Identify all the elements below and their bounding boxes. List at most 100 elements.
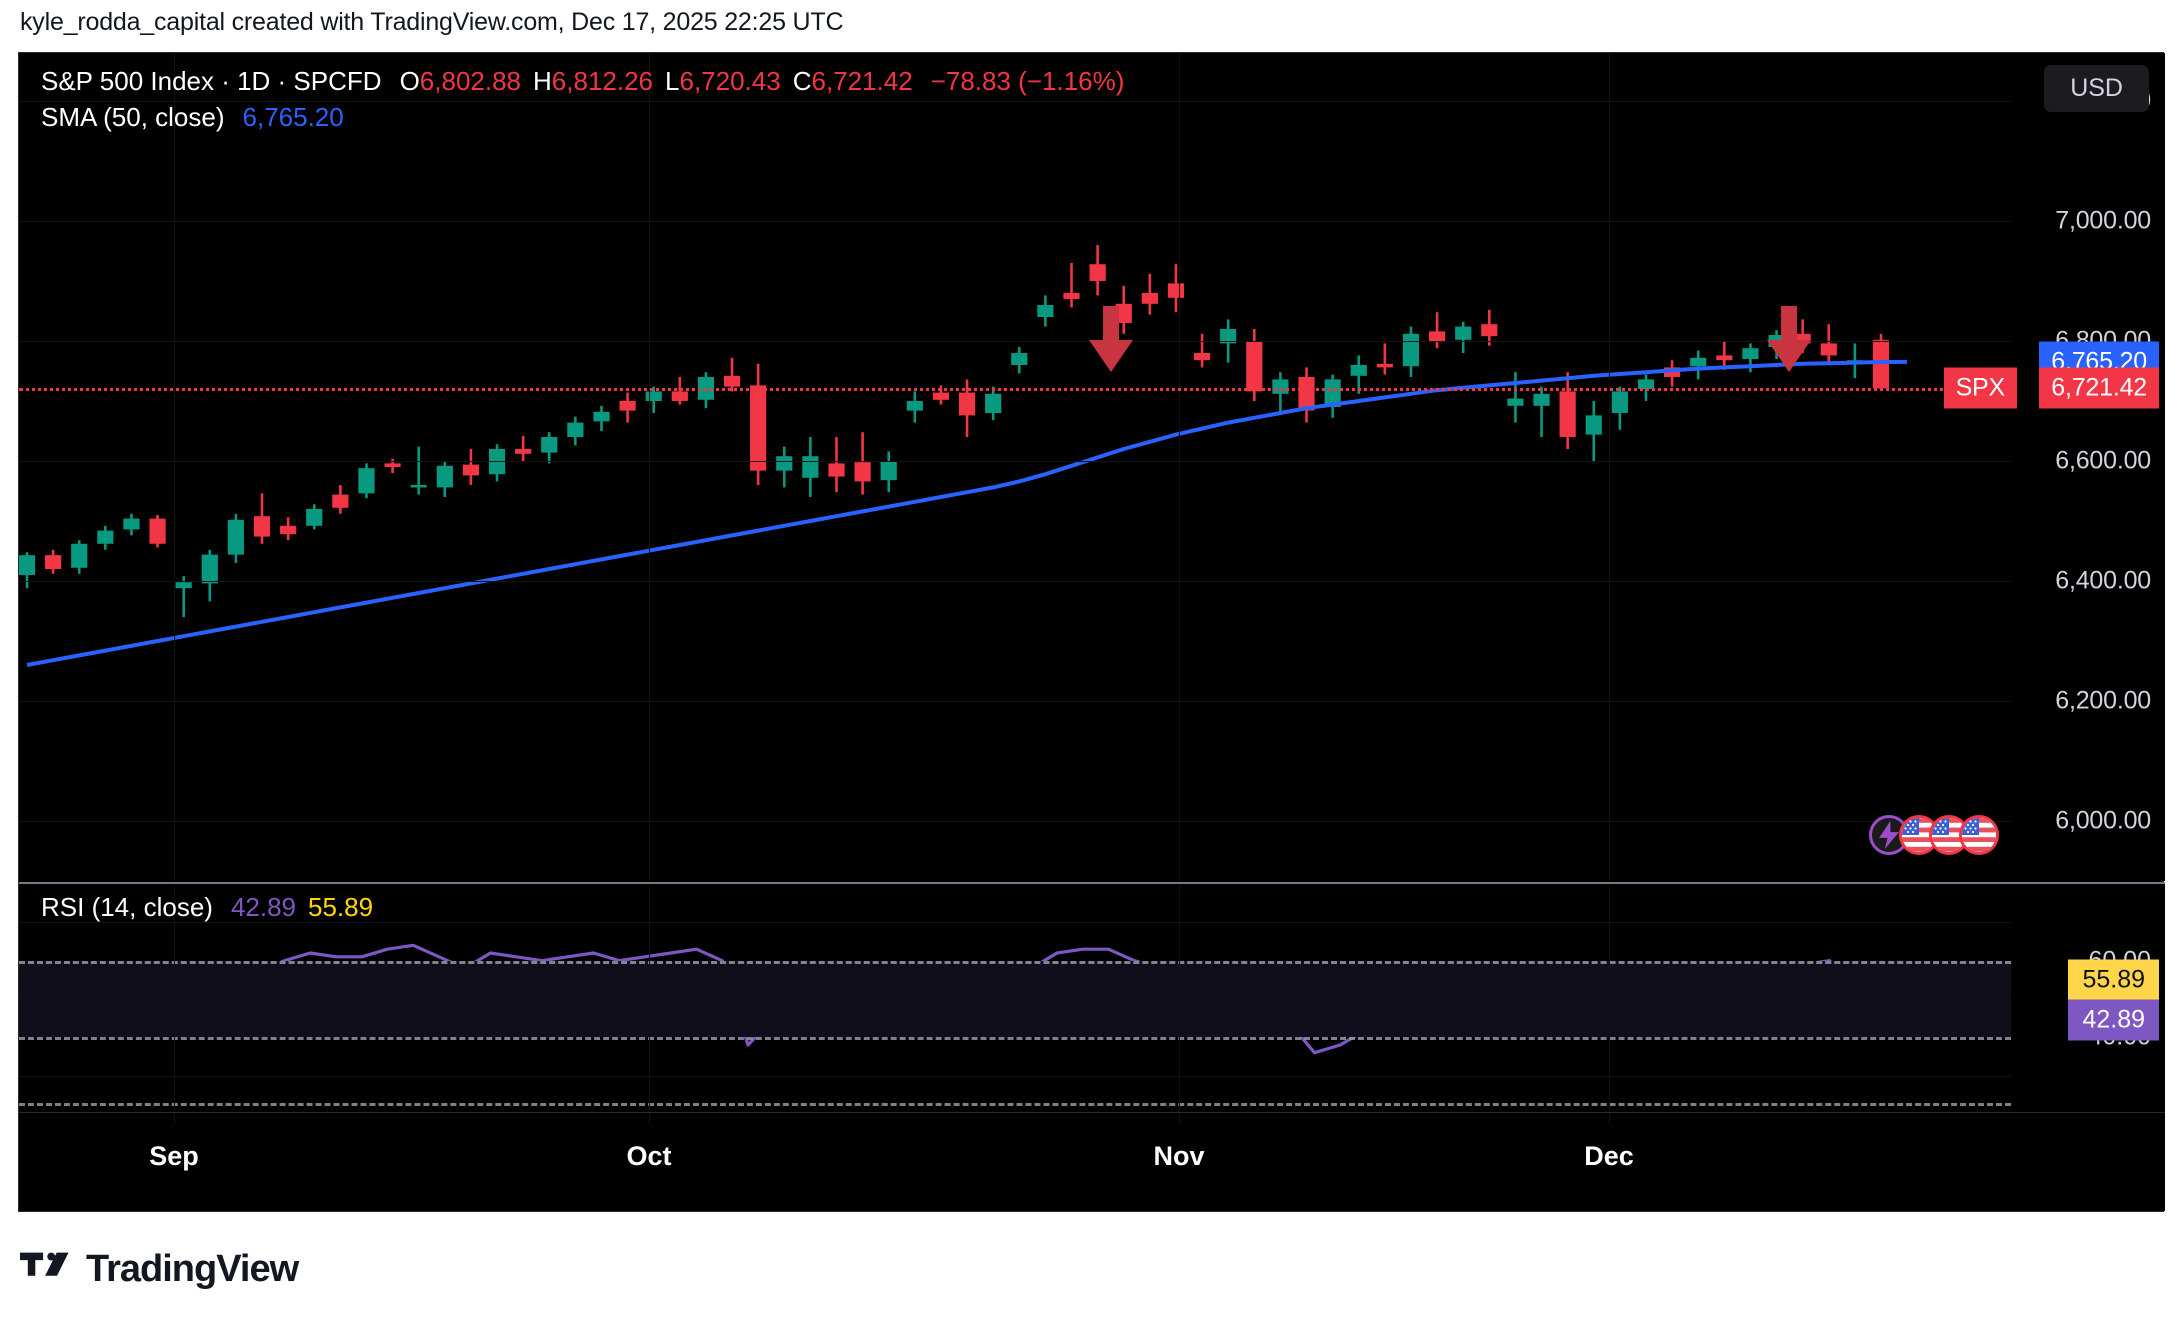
price-axis[interactable]: 7,200.007,000.006,800.006,600.006,400.00…	[2011, 53, 2165, 881]
candle-body	[515, 449, 532, 454]
candle-body	[985, 393, 1002, 413]
candle-body	[1507, 398, 1524, 406]
tradingview-wordmark: TradingView	[86, 1248, 299, 1290]
price-axis-label: 6,000.00	[2055, 806, 2151, 835]
price-plot-area[interactable]	[19, 53, 2011, 881]
price-gridline	[19, 341, 2011, 342]
rsi-value-badge: 42.89	[2068, 999, 2159, 1041]
currency-badge[interactable]: USD	[2044, 65, 2149, 112]
rsi-time-gridline	[649, 884, 650, 1112]
economic-event-markers[interactable]	[1869, 813, 1999, 857]
rsi-gridline	[19, 922, 2011, 924]
candle-body	[1637, 379, 1655, 389]
time-axis-tick	[649, 1113, 650, 1125]
candle-body	[880, 461, 897, 481]
chart-frame: S&P 500 Index · 1D · SPCFD O6,802.88 H6,81…	[18, 52, 2165, 1212]
candle-body	[541, 437, 558, 453]
candle-body	[593, 411, 610, 422]
candle-body	[1481, 324, 1498, 337]
candle-body	[1455, 326, 1472, 340]
rsi-label: RSI (14, close)	[41, 892, 213, 922]
candle-body	[149, 518, 166, 544]
candle-body	[854, 462, 871, 482]
rsi-level-line	[19, 1037, 2011, 1041]
candle-body	[280, 525, 297, 535]
tradingview-mark-icon	[20, 1252, 69, 1276]
price-axis-label: 6,400.00	[2055, 566, 2151, 595]
candle-body	[1063, 293, 1080, 299]
rsi-level-line	[19, 1102, 2011, 1106]
candle-body	[1298, 377, 1315, 411]
candle-body	[671, 391, 688, 401]
rsi-band	[19, 960, 2011, 1038]
candle-body	[201, 554, 218, 584]
rsi-plot-area[interactable]	[19, 884, 2011, 1112]
tradingview-logo: TradingView	[20, 1248, 299, 1291]
price-gridline	[19, 581, 2011, 582]
candle-body	[1872, 339, 1890, 389]
candle-body	[71, 543, 88, 568]
candle-body	[1533, 393, 1550, 406]
time-axis-tick	[174, 1113, 175, 1125]
ticker-badge: SPX	[1943, 367, 2017, 409]
candle-body	[723, 375, 741, 387]
candle-body	[1272, 379, 1289, 394]
time-gridline	[649, 53, 650, 881]
candle-body	[227, 519, 244, 555]
candle-body	[645, 391, 662, 401]
candle-body	[1820, 343, 1837, 356]
time-axis-label: Nov	[1153, 1141, 1205, 1171]
price-pane[interactable]: S&P 500 Index · 1D · SPCFD O6,802.88 H6,81…	[19, 53, 2165, 881]
price-axis-label: 7,000.00	[2055, 206, 2151, 235]
candle-body	[306, 509, 323, 526]
sma-line	[26, 359, 1908, 667]
rsi-time-gridline	[1179, 884, 1180, 1112]
rsi-value: 42.89	[230, 892, 297, 922]
time-axis-label: Oct	[626, 1141, 672, 1171]
candle-body	[906, 401, 923, 411]
candle-body	[1585, 415, 1602, 435]
rsi-time-gridline	[1609, 884, 1610, 1112]
price-gridline	[19, 461, 2011, 462]
time-axis[interactable]: Sep Oct Nov Dec	[19, 1112, 2165, 1211]
price-axis-label: 6,200.00	[2055, 686, 2151, 715]
candle-body	[1246, 341, 1263, 392]
last-price-line	[19, 388, 2011, 392]
candle-body	[462, 464, 480, 476]
candle-body	[384, 463, 401, 467]
candle-body	[1742, 348, 1759, 359]
time-axis-label: Sep	[149, 1141, 199, 1171]
price-axis-label: 6,600.00	[2055, 446, 2151, 475]
rsi-gridline	[19, 1075, 2011, 1077]
candle-body	[802, 456, 819, 478]
time-gridline	[174, 53, 175, 881]
candle-body	[1402, 333, 1420, 367]
candle-body	[1716, 355, 1733, 361]
time-axis-label: Dec	[1584, 1141, 1634, 1171]
time-gridline	[1179, 53, 1180, 881]
candle-body	[1115, 303, 1132, 323]
price-gridline	[19, 821, 2011, 822]
attribution-text: kyle_rodda_capital created with TradingV…	[20, 8, 844, 36]
rsi-ma-value: 55.89	[308, 892, 374, 922]
candle-body	[1167, 283, 1185, 298]
candle-body	[1376, 363, 1393, 368]
candle-body	[1794, 333, 1811, 344]
price-gridline	[19, 221, 2011, 222]
price-gridline	[19, 701, 2011, 702]
candle-body	[45, 555, 62, 569]
candle-body	[123, 518, 140, 530]
candle-body	[750, 385, 767, 471]
candle-body	[1559, 391, 1576, 437]
candle-body	[1690, 357, 1707, 367]
candle-body	[776, 456, 793, 471]
candle-body	[1324, 379, 1341, 407]
candle-body	[436, 465, 453, 488]
candle-body	[567, 422, 584, 437]
candle-body	[1011, 353, 1028, 365]
candle-body	[97, 530, 114, 544]
economic-event-us-flag-3-icon[interactable]	[1959, 815, 1999, 855]
candle-body	[332, 494, 349, 508]
candle-body	[1193, 353, 1211, 361]
